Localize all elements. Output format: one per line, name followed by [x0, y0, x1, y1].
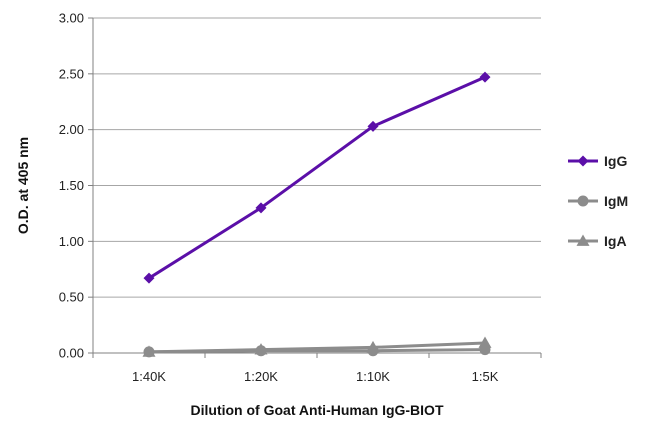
series-igm	[143, 344, 491, 358]
data-point-igg	[479, 71, 491, 83]
series-group	[142, 71, 492, 358]
legend-item-igm: IgM	[568, 193, 628, 209]
y-tick-label: 0.50	[59, 290, 84, 305]
x-tick-labels: 1:40K 1:20K 1:10K 1:5K	[132, 369, 499, 384]
series-line-igm	[148, 348, 486, 354]
legend-label-igm: IgM	[604, 193, 628, 209]
legend-marker-igm	[577, 195, 589, 207]
y-tick-labels: 0.00 0.50 1.00 1.50 2.00 2.50 3.00	[59, 11, 84, 361]
data-point-iga	[478, 336, 492, 348]
y-tick-label: 1.50	[59, 178, 84, 193]
y-tick-label: 2.50	[59, 66, 84, 81]
legend-label-iga: IgA	[604, 233, 627, 249]
axes	[88, 17, 542, 358]
data-point-igm	[479, 344, 491, 356]
x-tick-label: 1:10K	[356, 369, 390, 384]
legend-item-iga: IgA	[568, 233, 627, 249]
x-tick-label: 1:5K	[472, 369, 499, 384]
legend-label-igg: IgG	[604, 153, 627, 169]
series-line-igg	[148, 75, 486, 280]
legend-marker-iga	[576, 234, 590, 246]
x-tick-label: 1:40K	[132, 369, 166, 384]
data-point-igm	[367, 345, 379, 357]
data-point-igm	[255, 345, 267, 357]
data-point-igm	[143, 346, 155, 358]
y-axis-title: O.D. at 405 nm	[15, 137, 31, 234]
legend-marker-igg	[577, 155, 589, 167]
series-igg	[143, 71, 491, 284]
data-point-igg	[143, 272, 155, 284]
data-point-igg	[367, 120, 379, 132]
y-tick-label: 3.00	[59, 11, 84, 26]
y-tick-label: 2.00	[59, 122, 84, 137]
y-tick-label: 0.00	[59, 346, 84, 361]
legend-item-igg: IgG	[568, 153, 627, 169]
x-axis-title: Dilution of Goat Anti-Human IgG-BIOT	[191, 402, 444, 418]
y-tick-label: 1.00	[59, 234, 84, 249]
legend: IgG IgM IgA	[568, 153, 628, 249]
x-tick-label: 1:20K	[244, 369, 278, 384]
data-point-igg	[255, 202, 267, 214]
gridlines	[93, 17, 541, 298]
